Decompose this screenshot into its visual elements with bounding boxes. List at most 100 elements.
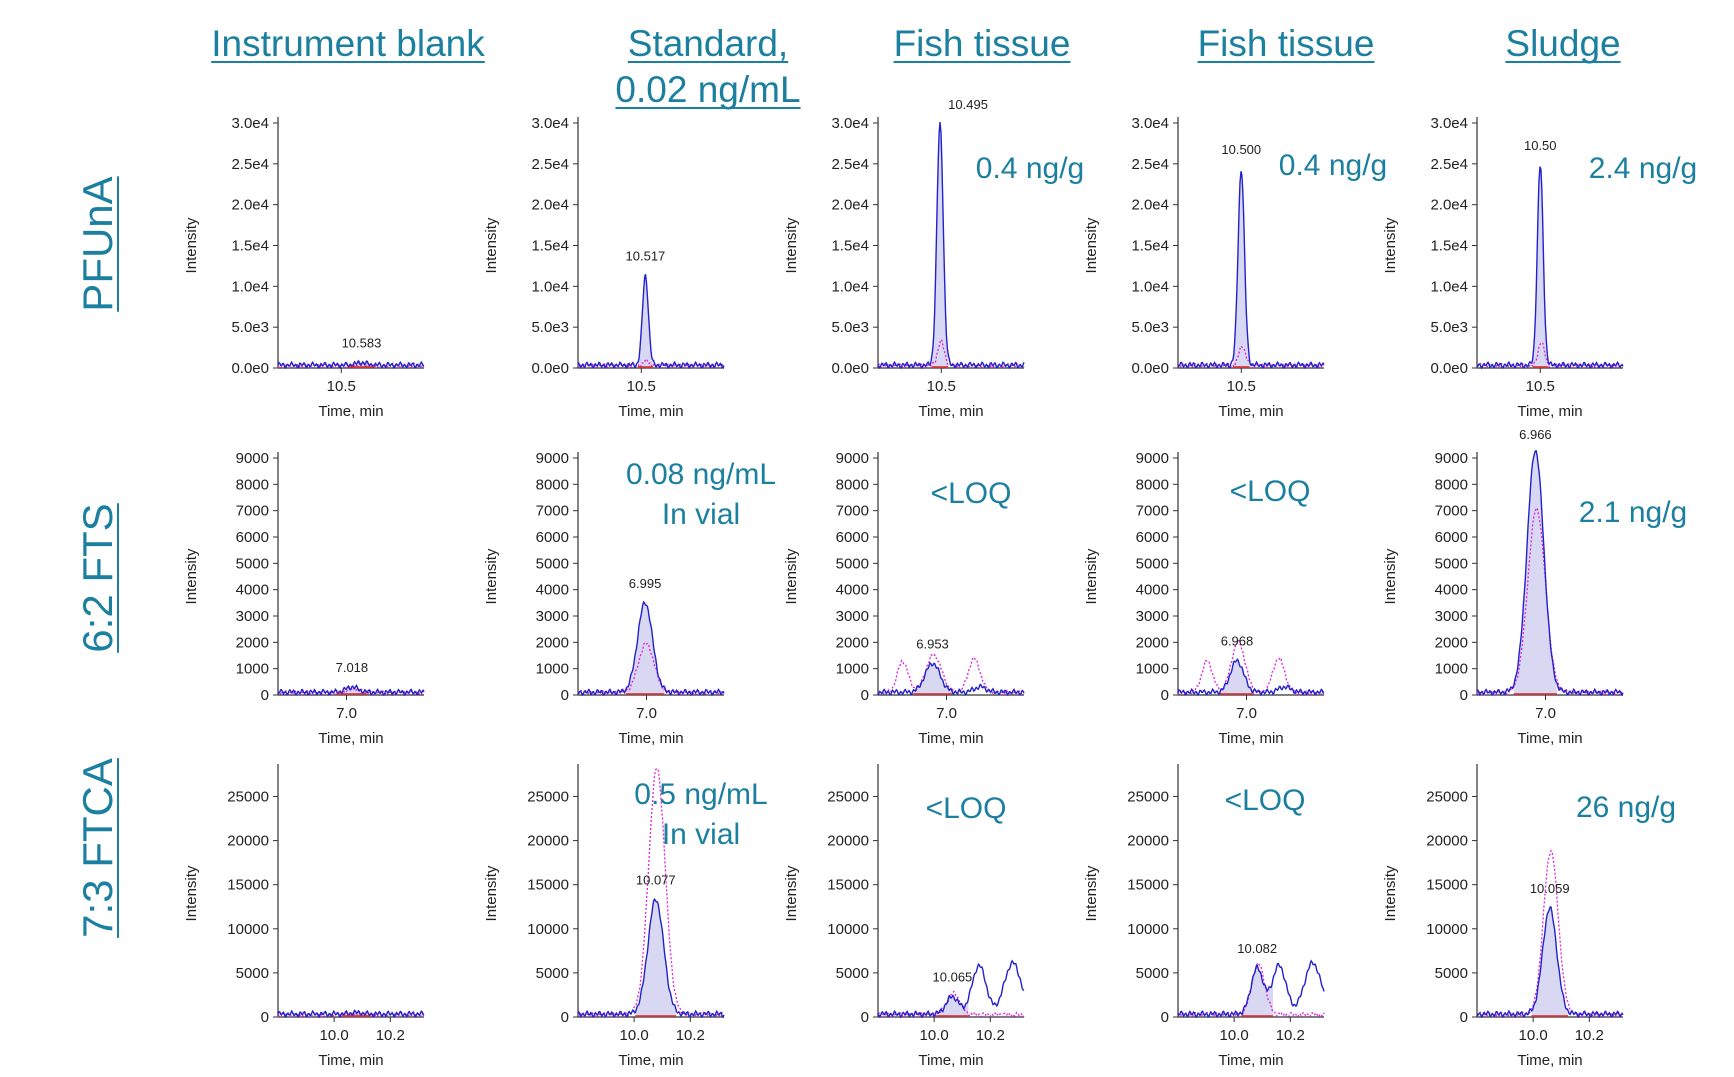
primary-trace — [1476, 166, 1624, 370]
panel-73FTCA-4: 0 5000 10000 15000 20000 25000 10.0 10.2 Time, m… — [1083, 764, 1325, 1069]
panel-73FTCA-2: 0 5000 10000 15000 20000 25000 10.0 10.2 Time, m… — [483, 764, 768, 1069]
y-tick-label: 1.5e4 — [1430, 238, 1468, 255]
y-axis-label: Intensity — [1083, 865, 1100, 921]
y-tick-label: 1000 — [1435, 661, 1468, 678]
x-axis-label: Time, min — [618, 730, 683, 747]
y-tick-label: 9000 — [836, 450, 869, 467]
primary-trace — [877, 122, 1025, 370]
x-tick-label: 10.5 — [1227, 378, 1256, 395]
x-tick-label: 10.5 — [627, 378, 656, 395]
y-tick-label: 2.0e4 — [831, 197, 869, 214]
primary-trace — [1177, 658, 1325, 697]
y-tick-label: 10000 — [227, 921, 269, 938]
y-tick-label: 15000 — [1426, 877, 1468, 894]
y-tick-label: 5000 — [1136, 965, 1169, 982]
x-tick-label: 10.5 — [1526, 378, 1555, 395]
y-tick-label: 0.0e0 — [531, 360, 569, 377]
secondary-trace — [577, 641, 724, 697]
y-tick-label: 1.0e4 — [831, 278, 869, 295]
y-tick-label: 3.0e4 — [531, 115, 569, 132]
x-axis-label: Time, min — [618, 403, 683, 420]
x-tick-label: 10.5 — [327, 378, 356, 395]
y-tick-label: 3000 — [236, 608, 269, 625]
y-tick-label: 2000 — [1435, 634, 1468, 651]
integrated-peak-area — [913, 663, 952, 695]
y-tick-label: 8000 — [536, 476, 569, 493]
x-axis-label: Time, min — [918, 403, 983, 420]
x-tick-label: 10.0 — [1220, 1027, 1249, 1044]
y-axis-label: Intensity — [483, 217, 500, 273]
y-tick-label: 9000 — [536, 450, 569, 467]
peak-rt-label: 10.500 — [1221, 142, 1261, 157]
y-axis-label: Intensity — [783, 217, 800, 273]
y-axis-label: Intensity — [483, 865, 500, 921]
y-tick-label: 5.0e3 — [1430, 319, 1468, 336]
y-tick-label: 2.0e4 — [231, 197, 269, 214]
y-tick-label: 1000 — [1136, 661, 1169, 678]
y-tick-label: 10000 — [527, 921, 569, 938]
integrated-peak-area — [1233, 171, 1250, 368]
y-tick-label: 0 — [261, 1009, 269, 1026]
x-axis-label: Time, min — [618, 1052, 683, 1069]
row-label-group: PFUnA — [74, 176, 121, 312]
y-tick-label: 5000 — [236, 555, 269, 572]
integrated-peak-area — [1219, 659, 1255, 695]
peak-rt-label: 10.059 — [1530, 881, 1570, 896]
y-tick-label: 1.0e4 — [231, 278, 269, 295]
x-axis-label: Time, min — [918, 1052, 983, 1069]
y-tick-label: 1.5e4 — [1131, 238, 1169, 255]
y-tick-label: 4000 — [536, 582, 569, 599]
peak-rt-label: 6.995 — [629, 576, 662, 591]
y-tick-label: 6000 — [536, 529, 569, 546]
peak-rt-label: 7.018 — [336, 660, 369, 675]
x-tick-label: 7.0 — [1535, 705, 1556, 722]
y-tick-label: 0 — [1161, 1009, 1169, 1026]
y-tick-label: 9000 — [1136, 450, 1169, 467]
y-tick-label: 2.5e4 — [831, 156, 869, 173]
x-tick-label: 10.2 — [1276, 1027, 1305, 1044]
peak-rt-label: 10.065 — [933, 969, 973, 984]
y-tick-label: 0 — [1161, 687, 1169, 704]
primary-trace — [277, 684, 425, 697]
y-tick-label: 25000 — [1426, 788, 1468, 805]
column-header-3: Fish tissue — [894, 23, 1071, 64]
panel-62FTS-3: 0 1000 2000 3000 4000 5000 6000 7000 8000 9000 7.0… — [783, 450, 1025, 747]
y-tick-label: 0 — [861, 1009, 869, 1026]
y-axis-label: Intensity — [483, 548, 500, 604]
y-tick-label: 2000 — [236, 634, 269, 651]
primary-trace — [1476, 905, 1624, 1019]
y-tick-label: 2.5e4 — [1131, 156, 1169, 173]
panel-73FTCA-1: 0 5000 10000 15000 20000 25000 10.0 10.2 Time, m… — [183, 764, 425, 1069]
y-tick-label: 20000 — [1426, 833, 1468, 850]
concentration-annotation: In vial — [662, 818, 740, 851]
y-tick-label: 5.0e3 — [1131, 319, 1169, 336]
column-header-2-line1: Standard, — [628, 23, 788, 64]
x-tick-label: 10.0 — [1519, 1027, 1548, 1044]
y-tick-label: 5000 — [536, 555, 569, 572]
peak-rt-label: 10.077 — [636, 872, 676, 887]
integrated-peak-area — [1513, 450, 1558, 695]
y-tick-label: 2.5e4 — [531, 156, 569, 173]
x-tick-label: 10.0 — [620, 1027, 649, 1044]
y-axis-label: Intensity — [1083, 548, 1100, 604]
y-tick-label: 3000 — [1136, 608, 1169, 625]
secondary-trace — [877, 990, 1025, 1019]
y-tick-label: 6000 — [836, 529, 869, 546]
secondary-trace — [277, 360, 425, 370]
y-tick-label: 8000 — [236, 476, 269, 493]
column-header-2-line2: 0.02 ng/mL — [615, 69, 800, 110]
y-tick-label: 0 — [1460, 687, 1468, 704]
y-tick-label: 2.5e4 — [231, 156, 269, 173]
y-tick-label: 0.0e0 — [1131, 360, 1169, 377]
primary-trace — [577, 274, 725, 370]
y-tick-label: 9000 — [1435, 450, 1468, 467]
y-tick-label: 5000 — [836, 555, 869, 572]
y-tick-label: 7000 — [536, 503, 569, 520]
peak-rt-label: 10.495 — [948, 97, 988, 112]
concentration-annotation: 0.08 ng/mL — [626, 458, 776, 491]
primary-trace — [877, 661, 1025, 697]
x-tick-label: 7.0 — [336, 705, 357, 722]
y-axis-label: Intensity — [783, 548, 800, 604]
y-tick-label: 1.0e4 — [1430, 278, 1468, 295]
secondary-trace — [277, 1010, 425, 1018]
